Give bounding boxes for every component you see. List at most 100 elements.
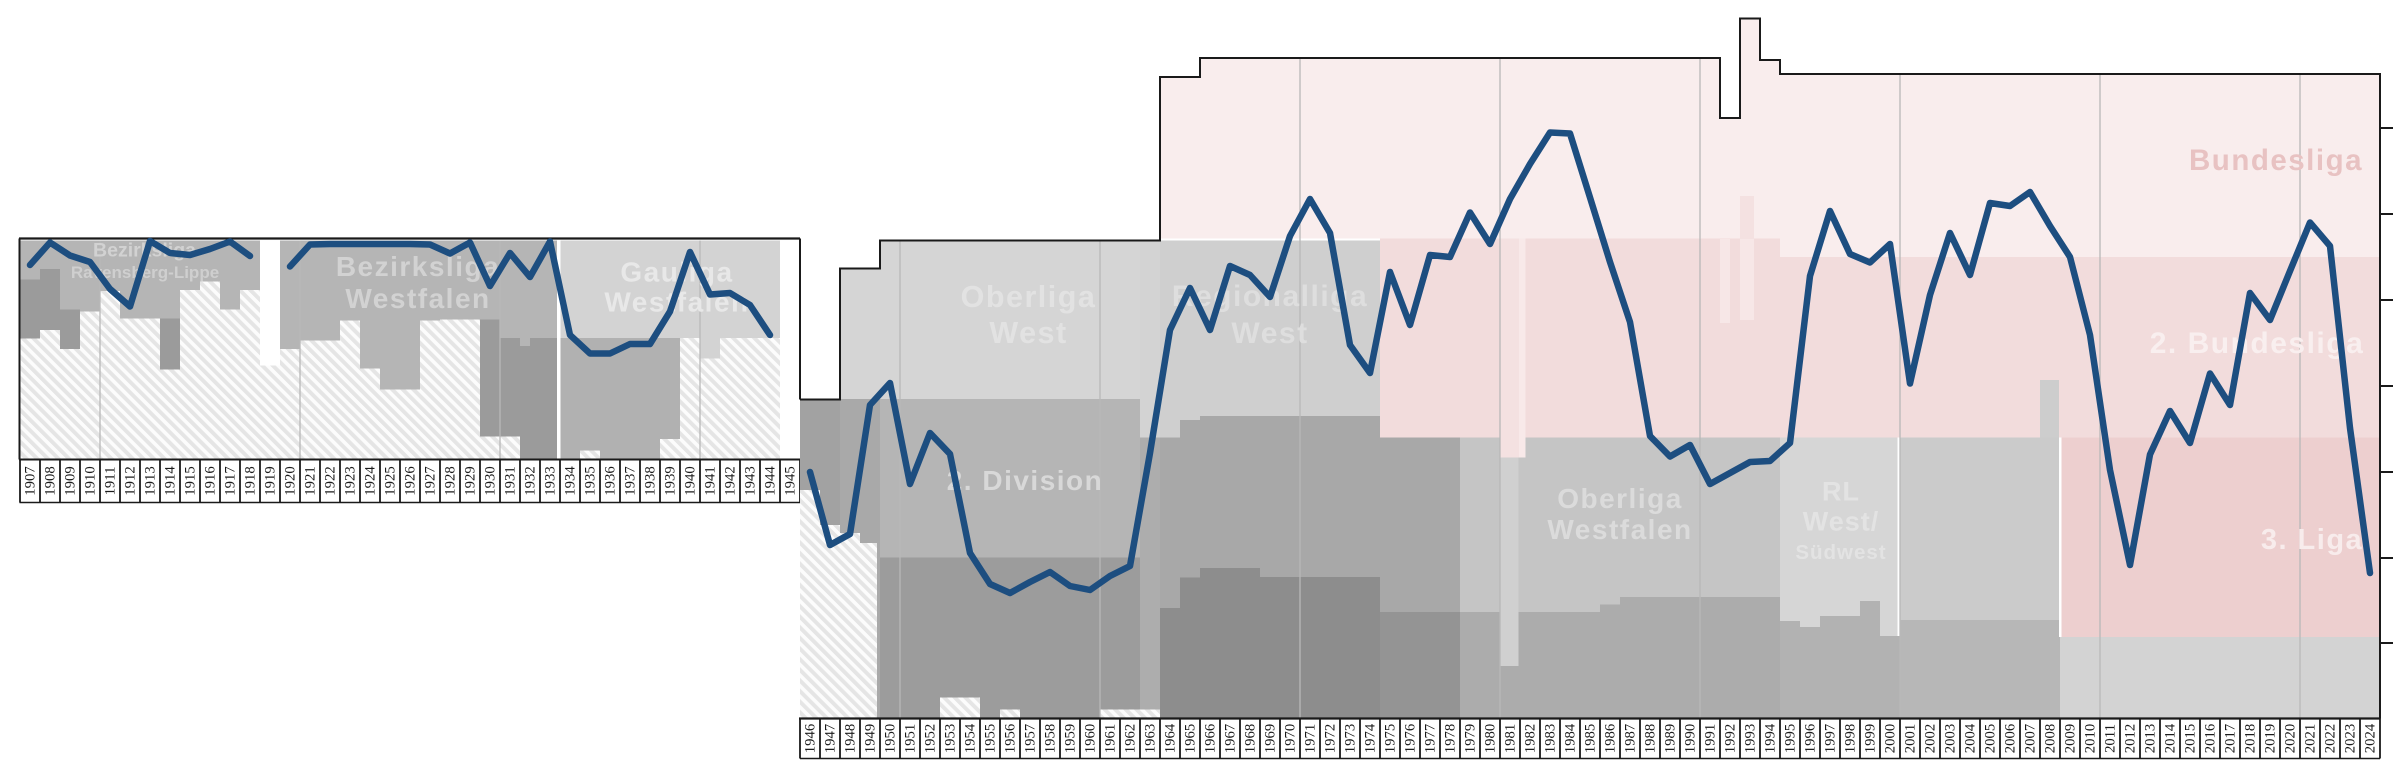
svg-text:2000: 2000 xyxy=(1883,724,1899,753)
svg-text:1980: 1980 xyxy=(1483,724,1499,753)
svg-text:2011: 2011 xyxy=(2103,724,2119,753)
svg-text:Südwest: Südwest xyxy=(1795,541,1886,564)
svg-text:1908: 1908 xyxy=(43,466,59,495)
svg-text:1981: 1981 xyxy=(1503,724,1519,753)
svg-text:1927: 1927 xyxy=(423,466,439,495)
svg-text:1964: 1964 xyxy=(1163,723,1179,753)
svg-text:2001: 2001 xyxy=(1903,724,1919,753)
svg-text:2010: 2010 xyxy=(2083,724,2099,753)
svg-text:West: West xyxy=(989,316,1067,350)
svg-text:2007: 2007 xyxy=(2023,724,2039,753)
svg-text:1951: 1951 xyxy=(903,724,919,753)
svg-text:1977: 1977 xyxy=(1423,724,1439,753)
svg-text:1924: 1924 xyxy=(363,466,379,496)
svg-text:Westfalen: Westfalen xyxy=(345,283,490,314)
svg-text:1950: 1950 xyxy=(883,724,899,753)
svg-text:1971: 1971 xyxy=(1303,724,1319,753)
svg-text:2. Bundesliga: 2. Bundesliga xyxy=(2150,327,2365,360)
svg-text:1944: 1944 xyxy=(763,466,779,496)
svg-text:1930: 1930 xyxy=(483,466,499,495)
svg-text:1954: 1954 xyxy=(963,723,979,753)
svg-text:1994: 1994 xyxy=(1763,723,1779,753)
svg-text:1917: 1917 xyxy=(223,466,239,495)
svg-text:1991: 1991 xyxy=(1703,724,1719,753)
svg-text:Bundesliga: Bundesliga xyxy=(2189,144,2363,177)
svg-text:1956: 1956 xyxy=(1003,724,1019,753)
svg-text:1958: 1958 xyxy=(1043,724,1059,753)
svg-text:1988: 1988 xyxy=(1643,724,1659,753)
svg-text:1933: 1933 xyxy=(543,466,559,495)
svg-text:1967: 1967 xyxy=(1223,724,1239,753)
svg-text:2008: 2008 xyxy=(2043,724,2059,753)
svg-text:1974: 1974 xyxy=(1363,723,1379,753)
svg-text:West: West xyxy=(1231,317,1308,350)
svg-text:1976: 1976 xyxy=(1403,724,1419,753)
svg-text:2023: 2023 xyxy=(2343,724,2359,753)
svg-text:2019: 2019 xyxy=(2263,724,2279,753)
svg-text:1966: 1966 xyxy=(1203,724,1219,753)
svg-text:1945: 1945 xyxy=(783,466,799,495)
svg-text:2014: 2014 xyxy=(2163,723,2179,753)
svg-text:1969: 1969 xyxy=(1263,724,1279,753)
svg-text:2013: 2013 xyxy=(2143,724,2159,753)
svg-text:1909: 1909 xyxy=(63,466,79,495)
svg-text:1920: 1920 xyxy=(283,466,299,495)
svg-text:1978: 1978 xyxy=(1443,724,1459,753)
svg-text:1926: 1926 xyxy=(403,466,419,495)
svg-text:1995: 1995 xyxy=(1783,724,1799,753)
svg-text:2016: 2016 xyxy=(2203,724,2219,753)
svg-text:2006: 2006 xyxy=(2003,724,2019,753)
svg-text:1918: 1918 xyxy=(243,466,259,495)
svg-text:1934: 1934 xyxy=(563,466,579,496)
svg-text:Westfalen: Westfalen xyxy=(1547,514,1692,545)
svg-text:1957: 1957 xyxy=(1023,724,1039,753)
svg-text:1939: 1939 xyxy=(663,466,679,495)
svg-text:1959: 1959 xyxy=(1063,724,1079,753)
svg-text:1929: 1929 xyxy=(463,466,479,495)
svg-text:1968: 1968 xyxy=(1243,724,1259,753)
svg-text:1925: 1925 xyxy=(383,466,399,495)
svg-text:2015: 2015 xyxy=(2183,724,2199,753)
svg-text:1984: 1984 xyxy=(1563,723,1579,753)
svg-text:1996: 1996 xyxy=(1803,724,1819,753)
svg-text:1952: 1952 xyxy=(923,724,939,753)
svg-text:1922: 1922 xyxy=(323,466,339,495)
svg-text:West/: West/ xyxy=(1803,507,1880,537)
svg-text:2003: 2003 xyxy=(1943,724,1959,753)
svg-text:1941: 1941 xyxy=(703,466,719,495)
svg-text:1979: 1979 xyxy=(1463,724,1479,753)
svg-text:1949: 1949 xyxy=(863,724,879,753)
svg-text:1947: 1947 xyxy=(823,724,839,753)
svg-text:2022: 2022 xyxy=(2323,724,2339,753)
svg-text:2005: 2005 xyxy=(1983,724,1999,753)
svg-text:1911: 1911 xyxy=(103,467,119,496)
svg-text:2017: 2017 xyxy=(2223,724,2239,753)
svg-text:1965: 1965 xyxy=(1183,724,1199,753)
svg-text:1921: 1921 xyxy=(303,466,319,495)
svg-text:1914: 1914 xyxy=(163,466,179,496)
svg-text:2020: 2020 xyxy=(2283,724,2299,753)
svg-text:1963: 1963 xyxy=(1143,724,1159,753)
svg-text:1910: 1910 xyxy=(83,466,99,495)
svg-text:1989: 1989 xyxy=(1663,724,1679,753)
svg-text:1987: 1987 xyxy=(1623,724,1639,753)
svg-text:1999: 1999 xyxy=(1863,724,1879,753)
svg-text:1913: 1913 xyxy=(143,466,159,495)
svg-text:1942: 1942 xyxy=(723,466,739,495)
svg-text:Oberliga: Oberliga xyxy=(961,280,1097,314)
svg-text:2024: 2024 xyxy=(2363,723,2379,753)
svg-text:1932: 1932 xyxy=(523,466,539,495)
svg-text:1972: 1972 xyxy=(1323,724,1339,753)
svg-text:1919: 1919 xyxy=(263,466,279,495)
svg-text:1962: 1962 xyxy=(1123,724,1139,753)
svg-text:1946: 1946 xyxy=(803,724,819,753)
svg-text:1975: 1975 xyxy=(1383,724,1399,753)
svg-text:Gauliga: Gauliga xyxy=(620,257,733,288)
svg-text:1983: 1983 xyxy=(1543,724,1559,753)
svg-text:1960: 1960 xyxy=(1083,724,1099,753)
svg-text:1938: 1938 xyxy=(643,466,659,495)
svg-text:1912: 1912 xyxy=(123,466,139,495)
svg-text:1907: 1907 xyxy=(23,466,39,495)
svg-text:1916: 1916 xyxy=(203,466,219,495)
svg-text:Ravensberg-Lippe: Ravensberg-Lippe xyxy=(71,263,219,282)
